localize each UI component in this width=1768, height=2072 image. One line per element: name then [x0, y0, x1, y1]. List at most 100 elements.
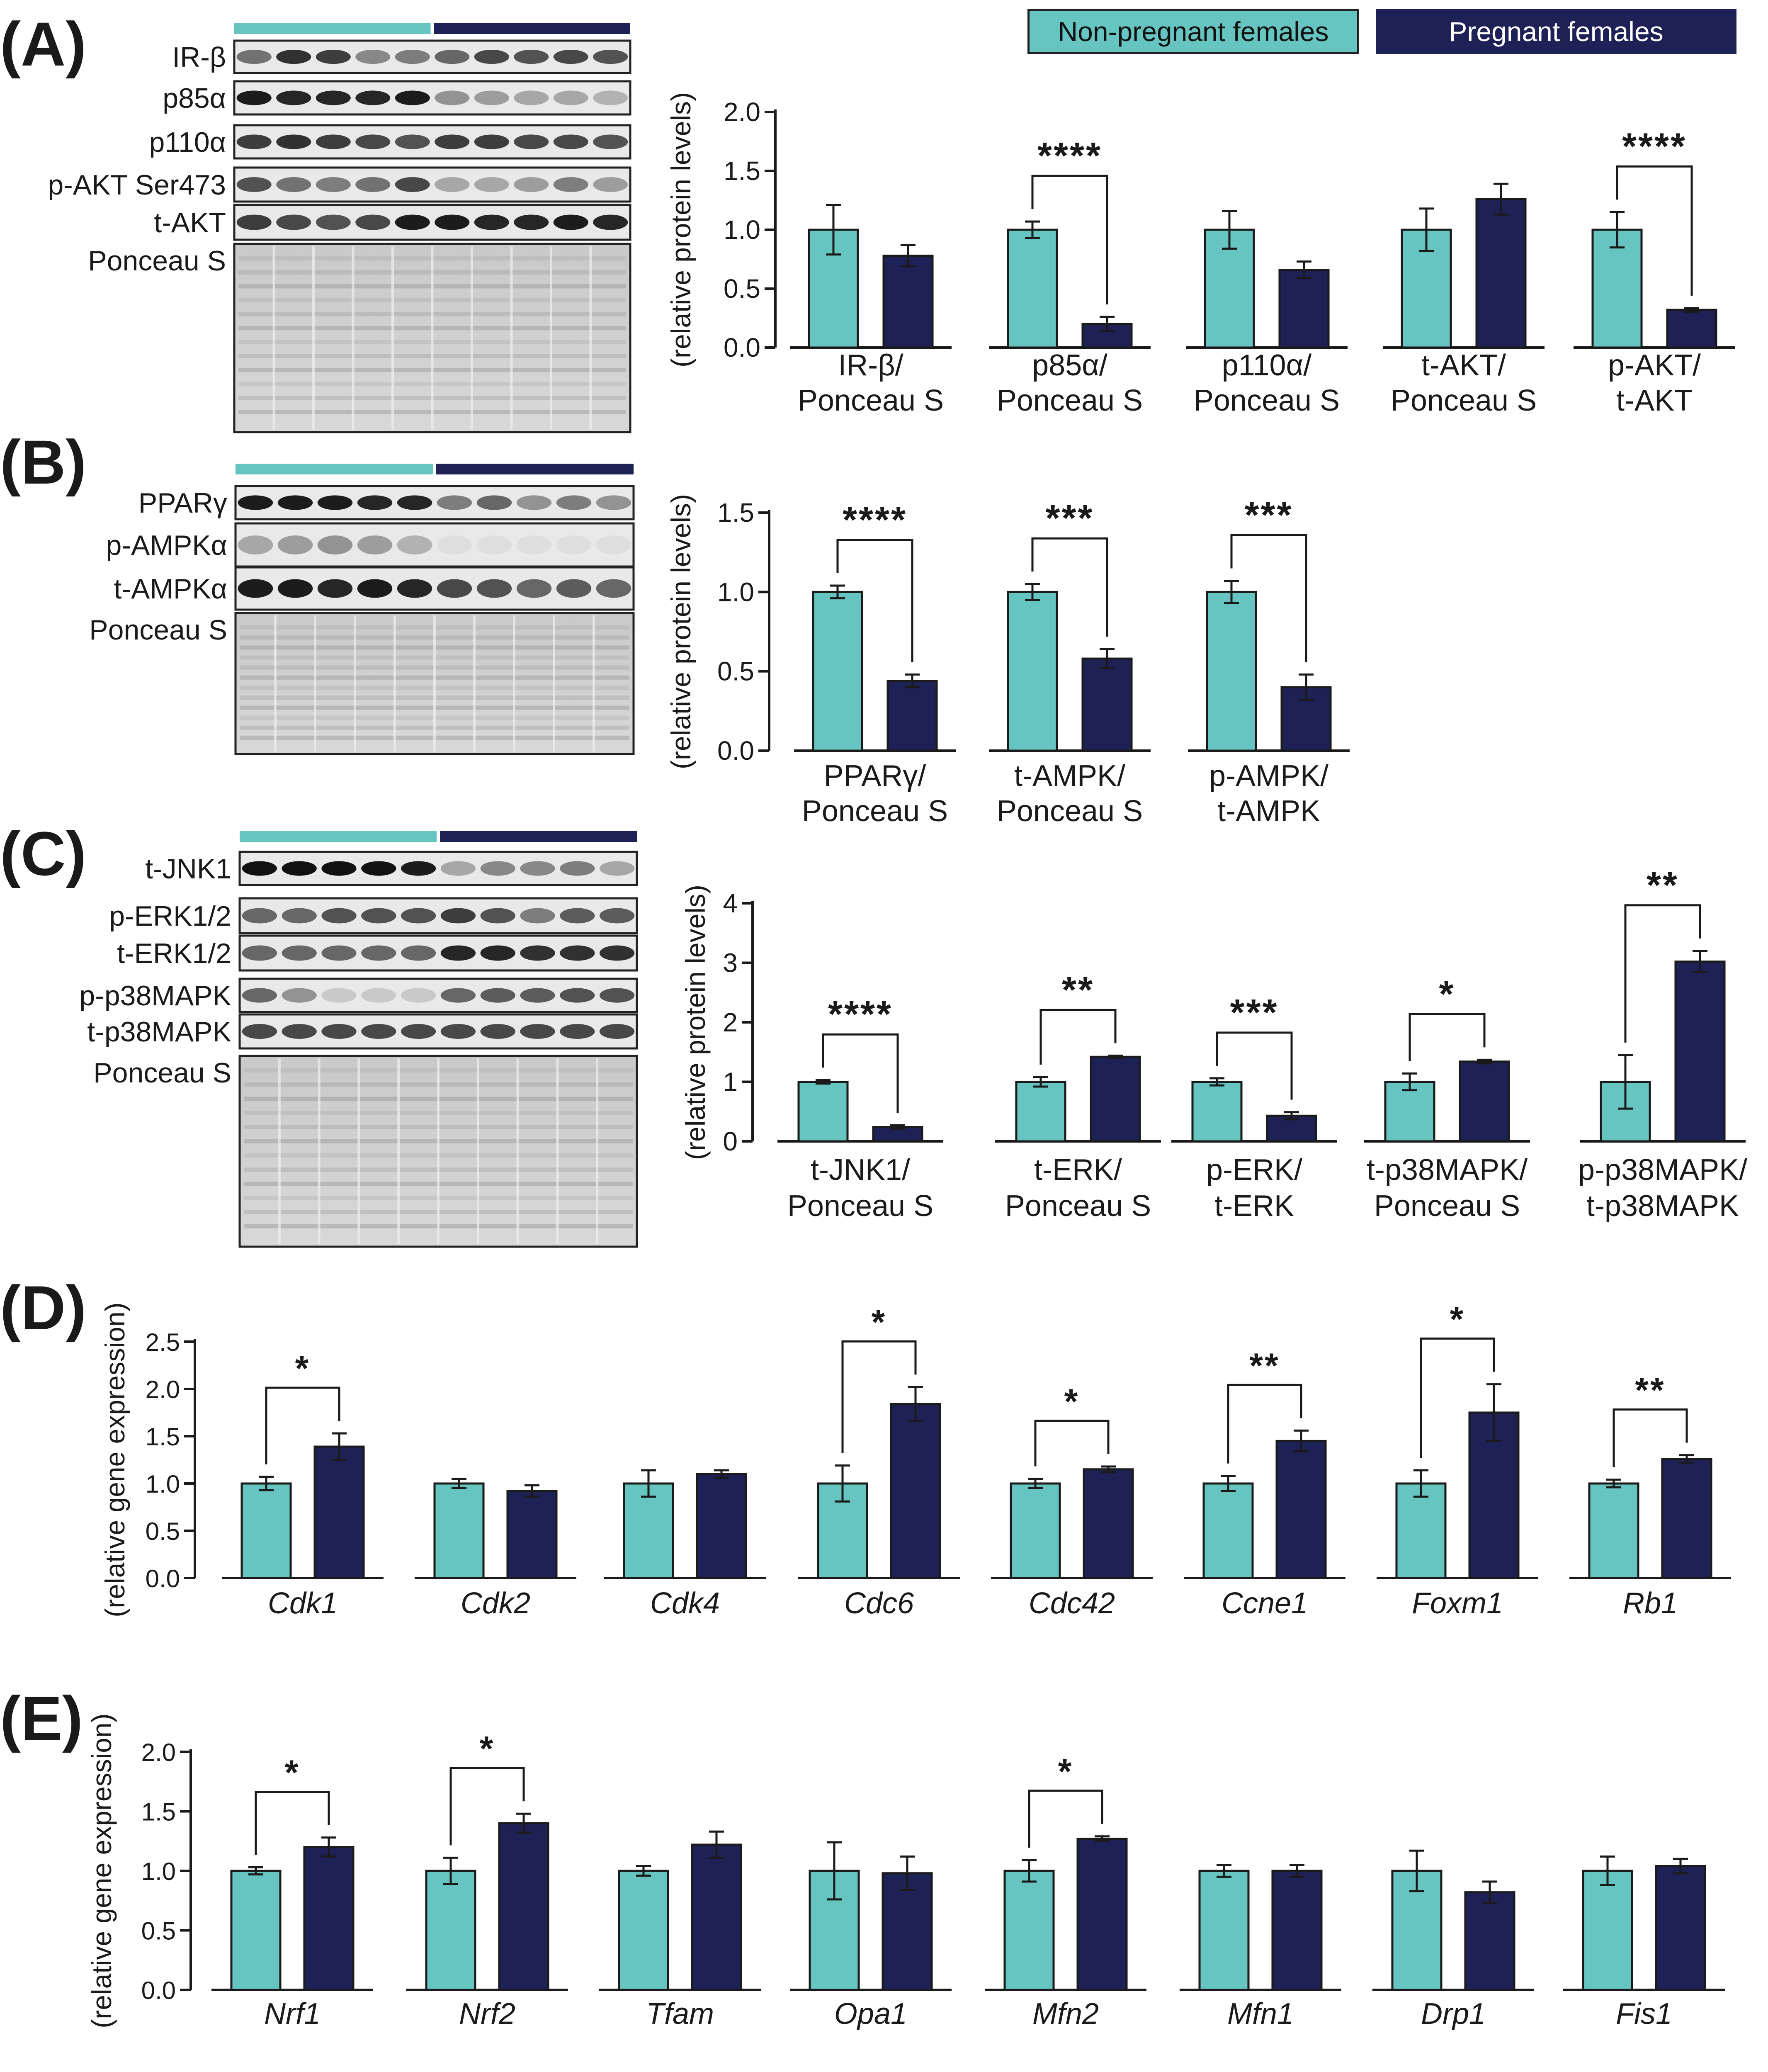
- panel-labels-layer: (A) (B) (C) (D) (E): [0, 9, 86, 1753]
- blot-band: [355, 49, 391, 64]
- bar-pregnant: [1674, 961, 1726, 1143]
- blot-band: [236, 134, 272, 149]
- blot-band: [236, 90, 272, 105]
- blot-band: [596, 579, 631, 598]
- blot-band: [277, 495, 313, 510]
- group-bar-pregnant: [440, 831, 637, 842]
- significance-bracket: [1616, 165, 1693, 296]
- blot-band: [440, 988, 476, 1003]
- blot-band: [238, 579, 273, 598]
- blot-band: [361, 1024, 396, 1039]
- blot-band: [599, 945, 635, 961]
- blot-band: [440, 908, 476, 924]
- bar-non-pregnant: [1015, 1081, 1066, 1143]
- significance-bracket: [1028, 1790, 1103, 1848]
- blot-band: [480, 945, 515, 961]
- bar-pregnant: [506, 1490, 558, 1579]
- blot-band: [560, 1024, 595, 1039]
- bar-non-pregnant: [425, 1870, 476, 1991]
- significance-bracket: [1034, 1420, 1110, 1466]
- bar-pregnant: [1475, 198, 1527, 349]
- y-tick-label: 1.5: [717, 498, 754, 528]
- blot-band: [553, 49, 588, 64]
- blot-band: [435, 49, 470, 64]
- y-tick-label: 1.5: [724, 156, 760, 186]
- y-tick-label: 4: [723, 888, 738, 918]
- blot-band: [560, 988, 595, 1003]
- blot-band: [238, 495, 273, 510]
- bar-pregnant: [303, 1846, 355, 1991]
- blot-band: [397, 535, 432, 554]
- significance-label: *: [480, 1729, 495, 1768]
- blot-band: [321, 945, 357, 961]
- blot-band: [238, 535, 273, 554]
- y-axis-title: (relative gene expression): [86, 1713, 117, 2028]
- bar-non-pregnant: [1588, 1482, 1639, 1579]
- blot-label: IR-β: [172, 41, 226, 73]
- blot-label: p-AMPKα: [106, 530, 228, 561]
- blot-band: [596, 495, 631, 510]
- group-bar-non-pregnant: [234, 23, 431, 34]
- category-label: p-ERK/: [1206, 1153, 1302, 1187]
- category-label: Nrf2: [459, 1997, 515, 2031]
- chart-panel-a: 0.0 0.5 1.0 1.5 2.0 (relative protein levels)…: [665, 92, 1735, 417]
- blot-band: [401, 908, 436, 924]
- blot-band: [317, 535, 353, 554]
- category-label: Ponceau S: [1374, 1189, 1520, 1223]
- blot-band: [440, 1024, 476, 1039]
- blot-band: [437, 579, 472, 598]
- blot-band: [317, 579, 353, 598]
- significance-bracket: [822, 1033, 899, 1113]
- blot-band: [316, 49, 351, 64]
- blot-band: [321, 1024, 357, 1039]
- bar-pregnant: [1081, 657, 1133, 752]
- category-label: t-AKT: [1616, 384, 1693, 417]
- significance-label: ****: [1037, 135, 1102, 177]
- blot-band: [596, 535, 631, 554]
- significance-bracket: [1031, 175, 1108, 305]
- blot-label: t-ERK1/2: [117, 938, 231, 969]
- category-label: Ponceau S: [1005, 1189, 1151, 1223]
- blot-band: [514, 134, 549, 149]
- blot-band: [321, 908, 357, 924]
- significance-label: **: [1249, 1346, 1280, 1385]
- bar-non-pregnant: [1007, 229, 1058, 349]
- bar-pregnant: [1271, 1870, 1323, 1991]
- category-label: p-AMPK/: [1209, 759, 1328, 793]
- category-label: Cdc42: [1029, 1587, 1115, 1620]
- blot-band: [474, 177, 509, 192]
- blot-label: t-p38MAPK: [87, 1016, 231, 1048]
- bar-non-pregnant: [1591, 229, 1643, 349]
- blot-band: [593, 134, 628, 149]
- bar-pregnant: [882, 1872, 933, 1991]
- panel-label-e: (E): [0, 1683, 83, 1753]
- blot-band: [514, 90, 549, 105]
- blot-band: [520, 988, 555, 1003]
- group-bar-pregnant: [434, 23, 630, 34]
- legend-non-pregnant-label: Non-pregnant females: [1058, 16, 1329, 47]
- blot-label: t-JNK1: [145, 853, 231, 885]
- panel-label-c: (C): [0, 819, 86, 888]
- blot-band: [480, 1024, 515, 1039]
- bar-non-pregnant: [240, 1482, 292, 1579]
- significance-label: *: [1450, 1300, 1465, 1339]
- significance-bracket: [255, 1791, 330, 1855]
- blot-label: PPARγ: [138, 487, 227, 519]
- blot-label: t-AMPKα: [114, 573, 227, 605]
- category-label: Cdk4: [650, 1587, 720, 1620]
- blot-band: [599, 908, 635, 924]
- significance-label: ***: [1244, 495, 1293, 536]
- blot-panel-c: t-JNK1 p-ERK1/2 t-ERK1/2 p-p38MAPK t-p38MAPK…: [79, 831, 638, 1248]
- blot-band: [355, 214, 391, 230]
- y-tick-label: 2: [723, 1007, 738, 1037]
- bar-pregnant: [1278, 269, 1330, 349]
- blot-band: [440, 861, 476, 876]
- category-label: t-p38MAPK/: [1367, 1153, 1528, 1187]
- bar-non-pregnant: [230, 1870, 282, 1991]
- blot-band: [480, 861, 515, 876]
- category-label: Nrf1: [264, 1997, 321, 2031]
- blot-label: t-AKT: [154, 207, 226, 238]
- blot-band: [560, 861, 595, 876]
- blot-band: [480, 908, 515, 924]
